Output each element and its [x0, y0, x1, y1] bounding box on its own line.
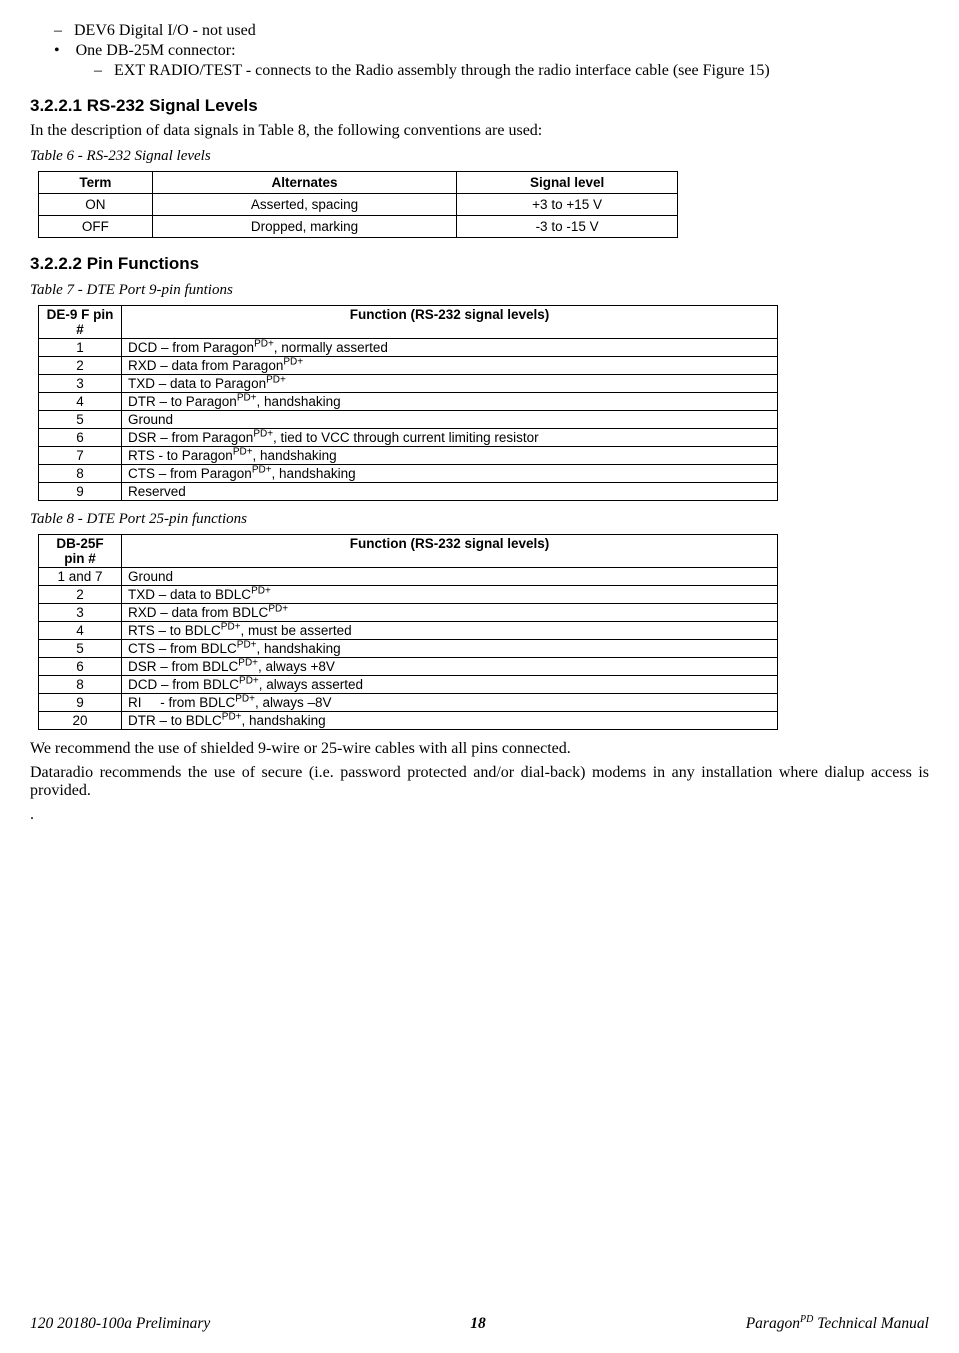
spacer [30, 830, 929, 1090]
table-row: 2RXD – data from ParagonPD+ [39, 357, 778, 375]
pin-cell: 7 [39, 447, 122, 465]
bullet-db25m-text: One DB-25M connector: [76, 42, 236, 59]
table-row: 5Ground [39, 411, 778, 429]
footer-right-pre: Paragon [746, 1315, 800, 1332]
table6-header-row: Term Alternates Signal level [39, 172, 678, 194]
table8-header-row: DB-25F pin # Function (RS-232 signal lev… [39, 535, 778, 568]
table-cell: ON [39, 194, 153, 216]
table6-h2: Signal level [457, 172, 678, 194]
table-cell: +3 to +15 V [457, 194, 678, 216]
caption-table7: Table 7 - DTE Port 9-pin funtions [30, 282, 929, 299]
func-cell: Ground [122, 568, 778, 586]
table-row: 5CTS – from BDLCPD+, handshaking [39, 640, 778, 658]
pin-cell: 9 [39, 483, 122, 501]
func-cell: TXD – data to ParagonPD+ [122, 375, 778, 393]
pin-cell: 8 [39, 676, 122, 694]
table-row: ONAsserted, spacing+3 to +15 V [39, 194, 678, 216]
table8-h-pin: DB-25F pin # [39, 535, 122, 568]
recommend-secure: Dataradio recommends the use of secure (… [30, 764, 929, 800]
pin-cell: 9 [39, 694, 122, 712]
footer-left: 120 20180-100a Preliminary [30, 1315, 210, 1333]
table6-h0: Term [39, 172, 153, 194]
caption-table8: Table 8 - DTE Port 25-pin functions [30, 511, 929, 528]
table-row: 3RXD – data from BDLCPD+ [39, 604, 778, 622]
pin-cell: 5 [39, 640, 122, 658]
table-row: 9Reserved [39, 483, 778, 501]
pin-cell: 4 [39, 393, 122, 411]
pin-cell: 6 [39, 429, 122, 447]
lone-dot: . [30, 806, 929, 824]
top-bullet-list: DEV6 Digital I/O - not used One DB-25M c… [30, 22, 929, 80]
func-cell: TXD – data to BDLCPD+ [122, 586, 778, 604]
table6-h1: Alternates [152, 172, 456, 194]
sub-bullet-list: EXT RADIO/TEST - connects to the Radio a… [78, 62, 929, 80]
pin-cell: 5 [39, 411, 122, 429]
footer-right-sup: PD [800, 1314, 813, 1325]
table-cell: -3 to -15 V [457, 216, 678, 238]
func-cell: RXD – data from BDLCPD+ [122, 604, 778, 622]
table-row: OFFDropped, marking-3 to -15 V [39, 216, 678, 238]
intro-32221: In the description of data signals in Ta… [30, 122, 929, 140]
table-row: 2TXD – data to BDLCPD+ [39, 586, 778, 604]
pin-cell: 2 [39, 357, 122, 375]
pin-cell: 3 [39, 604, 122, 622]
pin-cell: 8 [39, 465, 122, 483]
pin-cell: 1 [39, 339, 122, 357]
table8-h-func: Function (RS-232 signal levels) [122, 535, 778, 568]
pin-cell: 4 [39, 622, 122, 640]
table-row: 1DCD – from ParagonPD+, normally asserte… [39, 339, 778, 357]
table7-h-pin: DE-9 F pin # [39, 306, 122, 339]
table-row: 7RTS - to ParagonPD+, handshaking [39, 447, 778, 465]
table-row: 4RTS – to BDLCPD+, must be asserted [39, 622, 778, 640]
table8: DB-25F pin # Function (RS-232 signal lev… [38, 534, 778, 730]
table-row: 8CTS – from ParagonPD+, handshaking [39, 465, 778, 483]
pin-cell: 20 [39, 712, 122, 730]
footer-center: 18 [470, 1315, 486, 1333]
table-row: 6DSR – from BDLCPD+, always +8V [39, 658, 778, 676]
table-cell: OFF [39, 216, 153, 238]
func-cell: DTR – to ParagonPD+, handshaking [122, 393, 778, 411]
func-cell: DTR – to BDLCPD+, handshaking [122, 712, 778, 730]
table7-h-func: Function (RS-232 signal levels) [122, 306, 778, 339]
func-cell: CTS – from BDLCPD+, handshaking [122, 640, 778, 658]
func-cell: Ground [122, 411, 778, 429]
table6: Term Alternates Signal level ONAsserted,… [38, 171, 678, 238]
func-cell: DSR – from ParagonPD+, tied to VCC throu… [122, 429, 778, 447]
func-cell: DCD – from BDLCPD+, always asserted [122, 676, 778, 694]
bullet-db25m: One DB-25M connector: EXT RADIO/TEST - c… [78, 42, 929, 80]
footer-right: ParagonPD Technical Manual [746, 1315, 929, 1333]
pin-cell: 1 and 7 [39, 568, 122, 586]
caption-table6: Table 6 - RS-232 Signal levels [30, 148, 929, 165]
table7-header-row: DE-9 F pin # Function (RS-232 signal lev… [39, 306, 778, 339]
bullet-ext: EXT RADIO/TEST - connects to the Radio a… [118, 62, 929, 80]
pin-cell: 2 [39, 586, 122, 604]
func-cell: RTS - to ParagonPD+, handshaking [122, 447, 778, 465]
pin-cell: 6 [39, 658, 122, 676]
func-cell: Reserved [122, 483, 778, 501]
table-row: 3TXD – data to ParagonPD+ [39, 375, 778, 393]
bullet-dev6: DEV6 Digital I/O - not used [78, 22, 929, 40]
table-row: 20DTR – to BDLCPD+, handshaking [39, 712, 778, 730]
table-row: 8DCD – from BDLCPD+, always asserted [39, 676, 778, 694]
func-cell: CTS – from ParagonPD+, handshaking [122, 465, 778, 483]
heading-32221: 3.2.2.1 RS-232 Signal Levels [30, 96, 929, 116]
table-row: 1 and 7Ground [39, 568, 778, 586]
table-row: 4DTR – to ParagonPD+, handshaking [39, 393, 778, 411]
table-cell: Asserted, spacing [152, 194, 456, 216]
table-row: 9RI - from BDLCPD+, always –8V [39, 694, 778, 712]
func-cell: RTS – to BDLCPD+, must be asserted [122, 622, 778, 640]
footer-right-post: Technical Manual [813, 1315, 929, 1332]
func-cell: RXD – data from ParagonPD+ [122, 357, 778, 375]
recommend-9wire: We recommend the use of shielded 9-wire … [30, 740, 929, 758]
table-row: 6DSR – from ParagonPD+, tied to VCC thro… [39, 429, 778, 447]
func-cell: DCD – from ParagonPD+, normally asserted [122, 339, 778, 357]
table-cell: Dropped, marking [152, 216, 456, 238]
heading-32222: 3.2.2.2 Pin Functions [30, 254, 929, 274]
pin-cell: 3 [39, 375, 122, 393]
func-cell: DSR – from BDLCPD+, always +8V [122, 658, 778, 676]
func-cell: RI - from BDLCPD+, always –8V [122, 694, 778, 712]
table7: DE-9 F pin # Function (RS-232 signal lev… [38, 305, 778, 501]
footer: 120 20180-100a Preliminary 18 ParagonPD … [30, 1315, 929, 1333]
